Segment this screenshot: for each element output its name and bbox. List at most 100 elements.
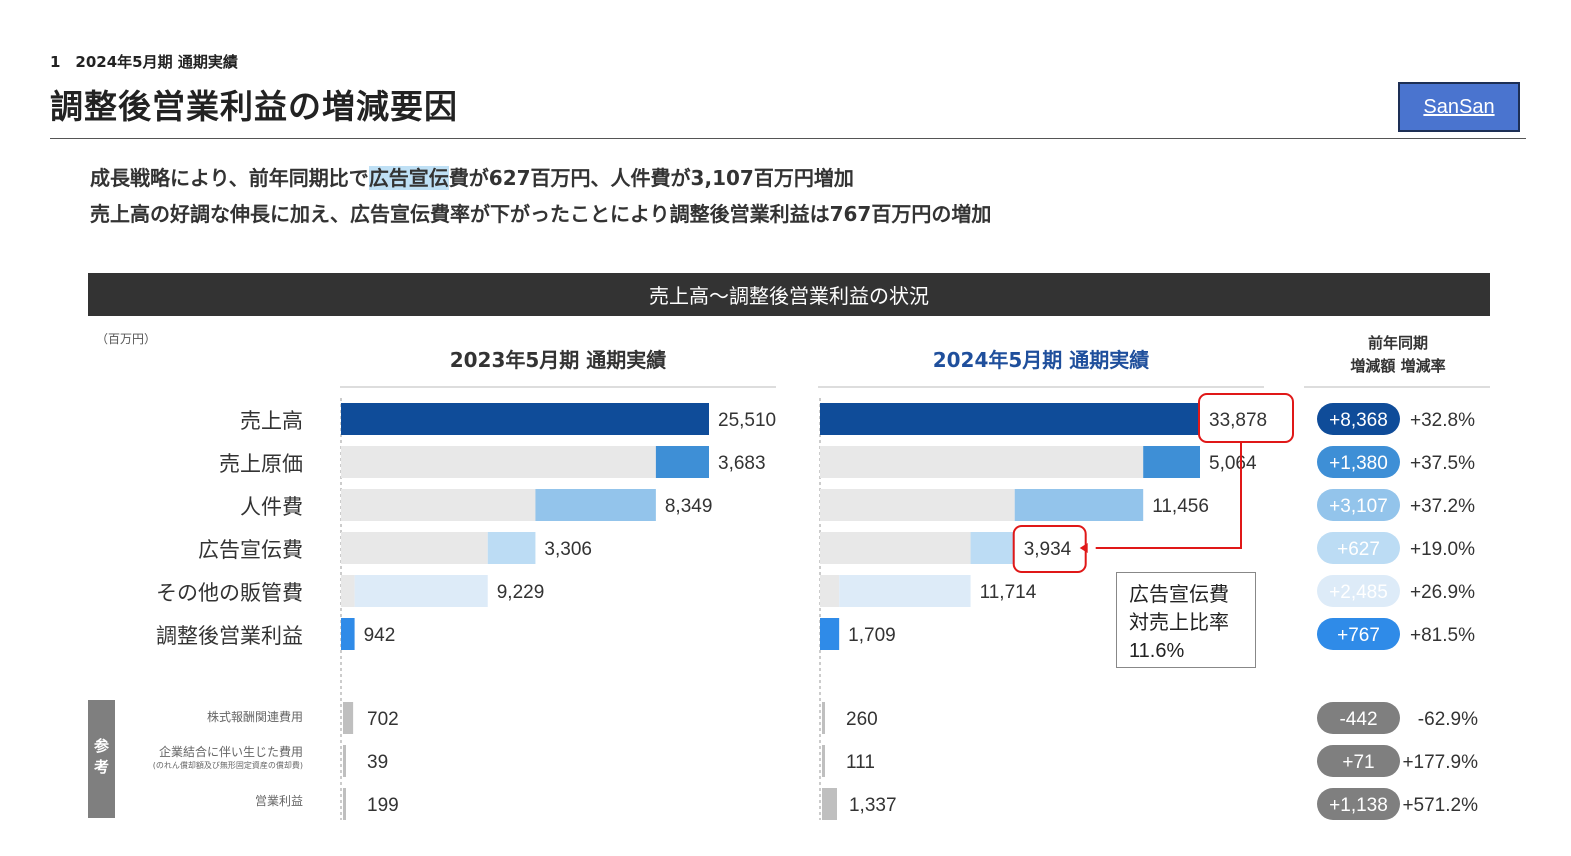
reference-value-label-2024: 1,337: [849, 795, 897, 816]
reference-yoy-change-value: +1,138: [1329, 795, 1388, 816]
bar-value-label-2023: 3,683: [718, 453, 766, 474]
category-label: 売上高: [240, 409, 303, 433]
bar-base-2023: [341, 575, 355, 607]
reference-yoy-rate-value: +571.2%: [1402, 795, 1478, 816]
reference-value-label-2023: 39: [367, 752, 388, 773]
reference-value-label-2024: 260: [846, 709, 878, 730]
bar-base-2024: [820, 575, 840, 607]
yoy-change-value: +2,485: [1329, 582, 1388, 603]
bar-value-label-2023: 25,510: [718, 410, 776, 431]
bar-2024: [970, 532, 1015, 564]
yoy-rate-value: +81.5%: [1410, 625, 1475, 646]
yoy-rate-value: +37.5%: [1410, 453, 1475, 474]
summary-line-2: 売上高の好調な伸長に加え、広告宣伝費率が下がったことにより調整後営業利益は767…: [90, 202, 992, 226]
reference-yoy-change-value: +71: [1342, 752, 1374, 773]
reference-label: 参考: [88, 700, 115, 818]
yoy-change-pill: [1317, 403, 1400, 435]
bar-base-2024: [820, 532, 971, 564]
category-label: 人件費: [240, 495, 303, 519]
yoy-change-value: +8,368: [1329, 410, 1388, 431]
unit-label: （百万円）: [96, 332, 157, 346]
bar-2023: [354, 575, 488, 607]
yoy-rate-value: +32.8%: [1410, 410, 1475, 431]
reference-bar-2024: [822, 788, 837, 820]
highlight-box-sales-2024: [1198, 393, 1294, 443]
bar-base-2023: [341, 532, 488, 564]
reference-category-label: 株式報酬関連費用: [206, 710, 303, 724]
yoy-change-pill: [1317, 446, 1400, 478]
bar-2023: [341, 618, 355, 650]
ad-ratio-callout: 広告宣伝費 対売上比率 11.6%: [1116, 572, 1256, 668]
category-label: 売上原価: [219, 452, 303, 476]
reference-bar-2024: [822, 745, 825, 777]
summary-line-1: 成長戦略により、前年同期比で広告宣伝費が627百万円、人件費が3,107百万円増…: [90, 162, 854, 191]
yoy-change-pill: [1317, 489, 1400, 521]
yoy-rate-value: +26.9%: [1410, 582, 1475, 603]
summary-highlight: 広告宣伝: [368, 166, 449, 190]
panel-rule-yoy: [1304, 386, 1490, 388]
yoy-change-pill: [1317, 618, 1400, 650]
yoy-rate-value: +37.2%: [1410, 496, 1475, 517]
reference-yoy-pill: [1317, 745, 1400, 777]
bar-2023: [655, 446, 709, 478]
reference-yoy-change-value: -442: [1339, 709, 1377, 730]
reference-bar-2023: [343, 788, 346, 820]
yoy-header-columns: 増減額 増減率: [1350, 357, 1446, 375]
section-label: 1 2024年5月期 通期実績: [50, 53, 238, 71]
bar-base-2023: [341, 489, 536, 521]
bar-2024: [839, 575, 971, 607]
reference-value-label-2024: 111: [846, 752, 875, 773]
callout-line-2: 対売上比率: [1129, 612, 1229, 634]
bar-2024: [1014, 489, 1144, 521]
bar-value-label-2024: 5,064: [1209, 453, 1257, 474]
bar-base-2023: [341, 446, 656, 478]
panel-header-2024: 2024年5月期 通期実績: [932, 348, 1150, 372]
bar-2023: [535, 489, 656, 521]
bar-2024: [820, 403, 1200, 435]
bar-value-label-2024: 3,934: [1024, 539, 1072, 560]
yoy-change-value: +1,380: [1329, 453, 1388, 474]
callout-arrowhead: [1079, 543, 1088, 553]
bar-value-label-2024: 11,714: [980, 582, 1037, 603]
reference-bar-2024: [822, 702, 825, 734]
bar-base-2024: [820, 446, 1144, 478]
bar-value-label-2023: 942: [364, 625, 396, 646]
reference-yoy-pill: [1317, 788, 1400, 820]
category-label: 広告宣伝費: [198, 538, 303, 562]
panel-rule-2023: [340, 386, 776, 388]
summary-line-1-rest: 費が627百万円、人件費が3,107百万円増加: [448, 166, 854, 190]
panel-rule-2024: [818, 386, 1264, 388]
title-rule: [50, 138, 1526, 139]
yoy-change-value: +627: [1337, 539, 1380, 560]
bar-value-label-2024: 33,878: [1209, 410, 1267, 431]
yoy-change-value: +3,107: [1329, 496, 1388, 517]
callout-connector: [1095, 442, 1242, 549]
summary-line-1-text: 成長戦略により、前年同期比で: [90, 166, 369, 190]
reference-yoy-rate-value: +177.9%: [1402, 752, 1478, 773]
bar-value-label-2024: 11,456: [1152, 496, 1209, 517]
reference-category-label: 営業利益: [254, 794, 303, 808]
reference-value-label-2023: 199: [367, 795, 399, 816]
bar-value-label-2024: 1,709: [848, 625, 896, 646]
yoy-rate-value: +19.0%: [1410, 539, 1475, 560]
yoy-change-pill: [1317, 575, 1400, 607]
page-title: 調整後営業利益の増減要因: [50, 87, 458, 126]
yoy-change-value: +767: [1337, 625, 1380, 646]
reference-bar-2023: [343, 745, 346, 777]
reference-value-label-2023: 702: [367, 709, 399, 730]
yoy-header-title: 前年同期: [1367, 334, 1428, 352]
category-label: 調整後営業利益: [156, 624, 303, 648]
chart-banner: 売上高～調整後営業利益の状況: [88, 273, 1490, 316]
reference-bar-2023: [343, 702, 354, 734]
bar-2024: [1143, 446, 1200, 478]
panel-header-2023: 2023年5月期 通期実績: [449, 348, 667, 372]
reference-yoy-rate-value: -62.9%: [1418, 709, 1478, 730]
callout-line-3: 11.6%: [1129, 640, 1185, 662]
bar-value-label-2023: 8,349: [665, 496, 713, 517]
reference-yoy-pill: [1317, 702, 1400, 734]
callout-line-1: 広告宣伝費: [1129, 584, 1229, 606]
company-logo: SanSan: [1398, 82, 1520, 132]
yoy-header: 前年同期 増減額 増減率: [1306, 332, 1490, 378]
category-label: その他の販管費: [156, 581, 303, 605]
bar-2023: [341, 403, 709, 435]
